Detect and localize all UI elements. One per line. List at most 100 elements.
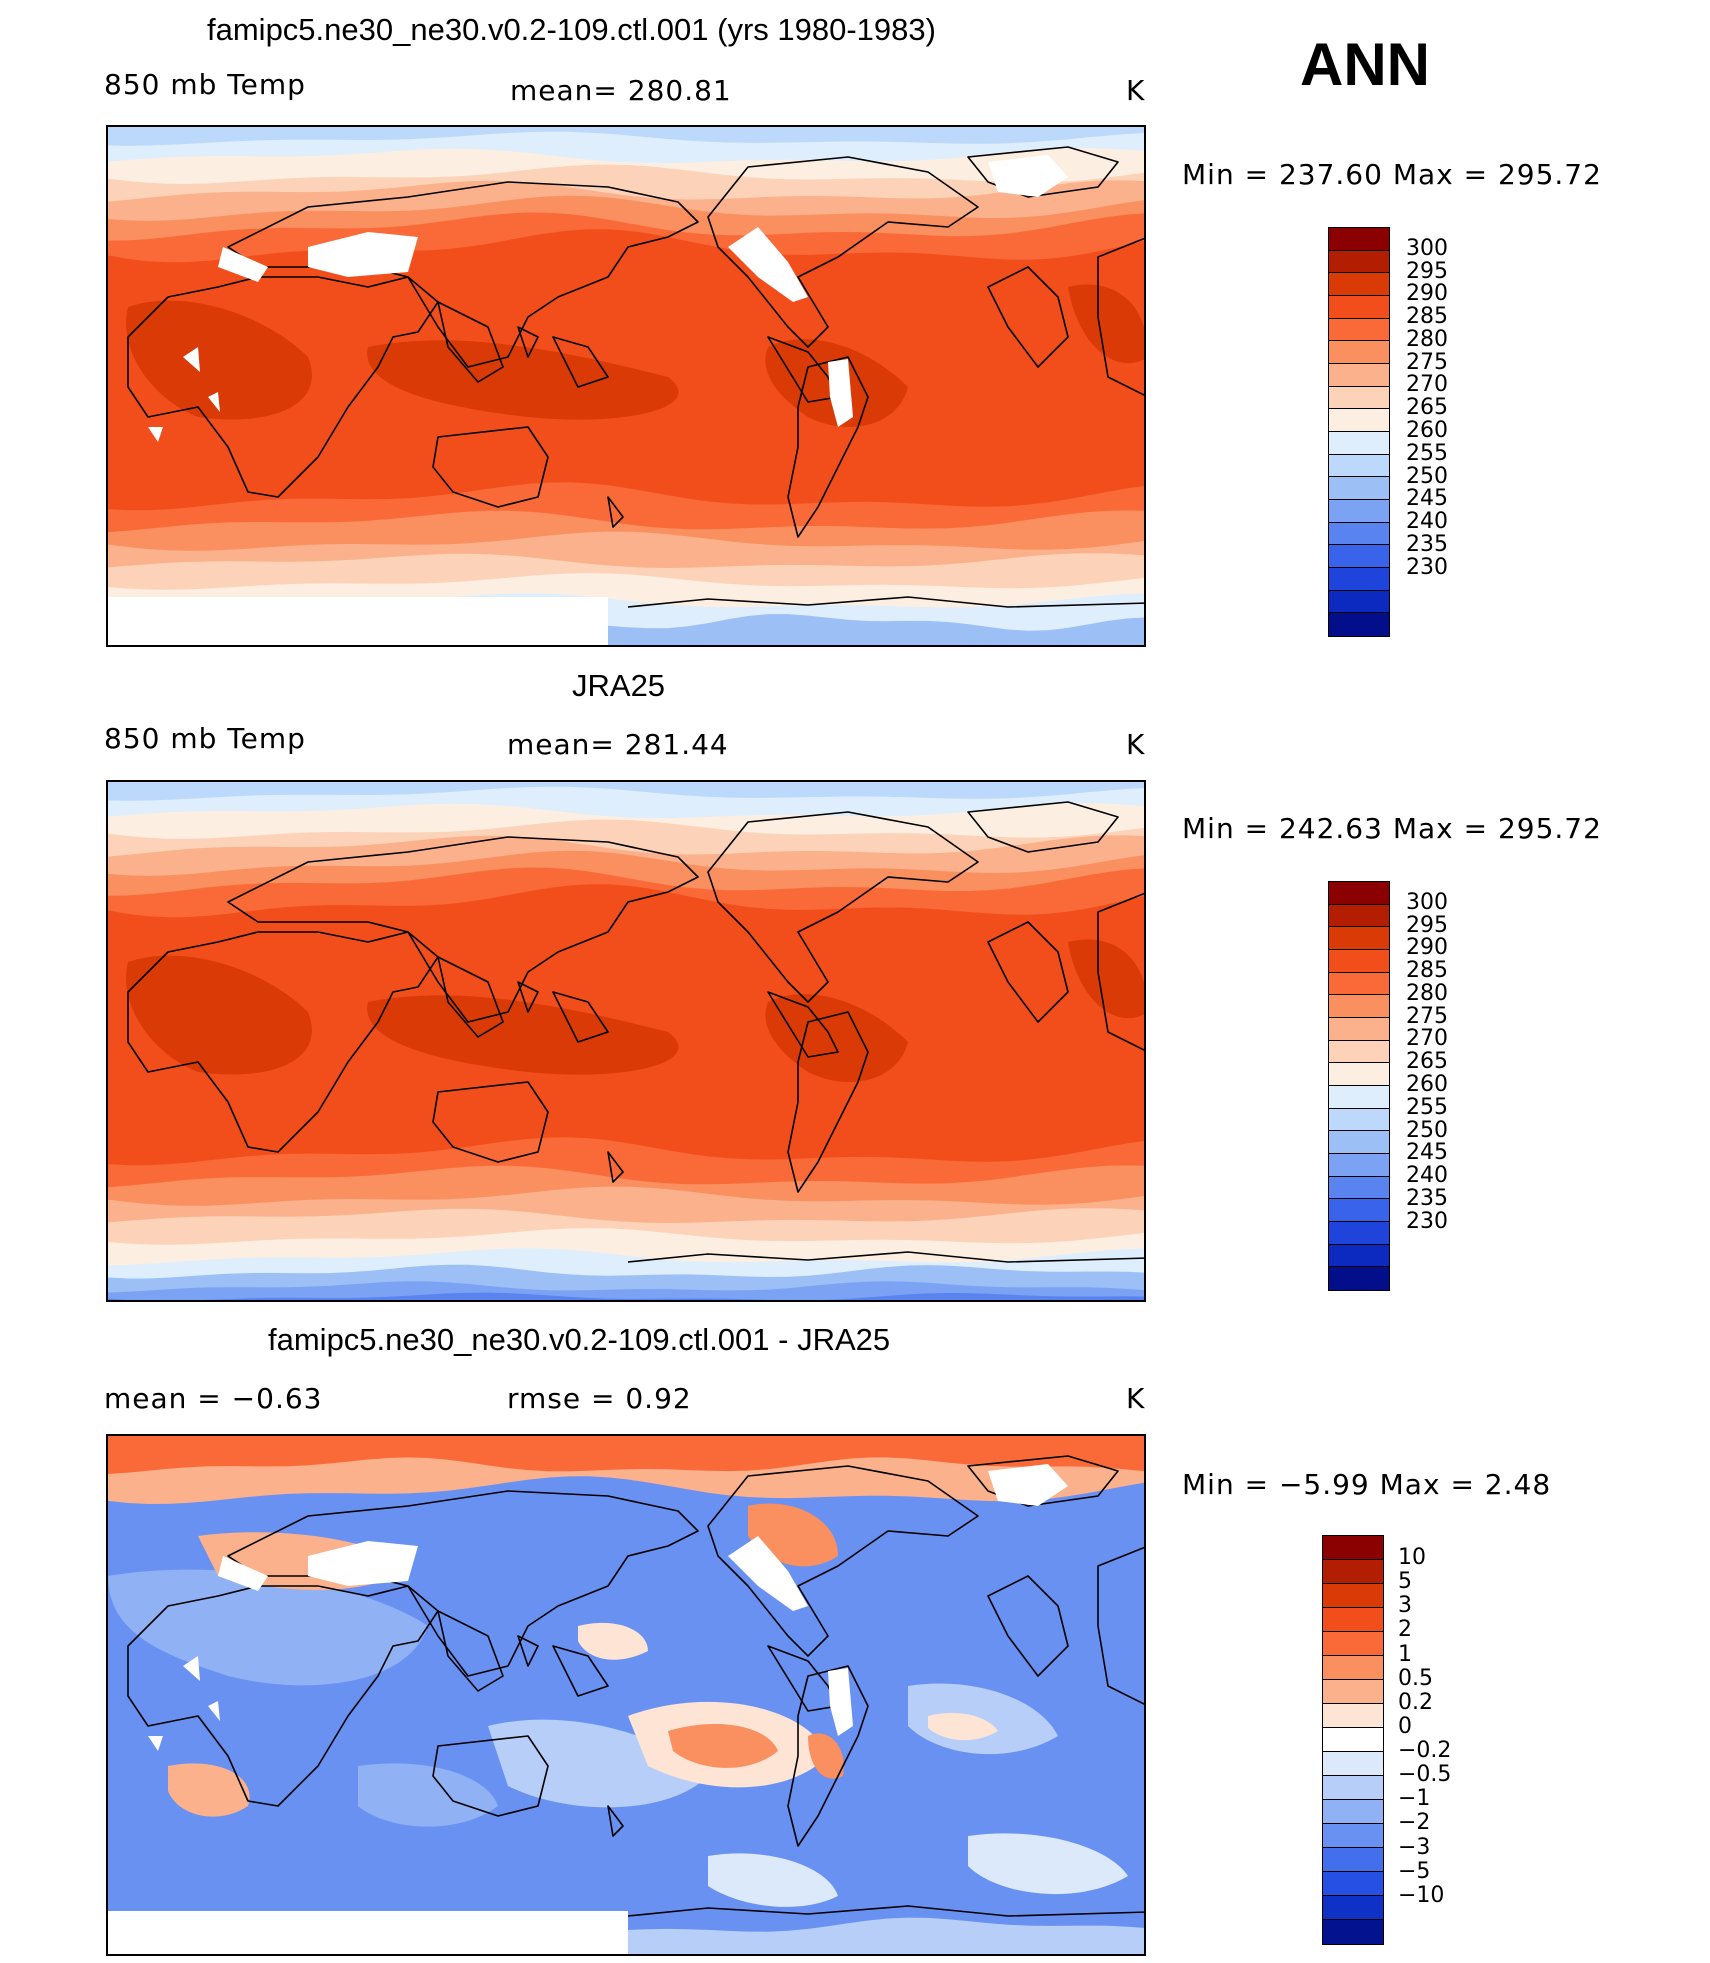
colorbar-tick-label: 290	[1406, 935, 1448, 961]
colorbar-segment	[1329, 1131, 1389, 1154]
missing-region	[208, 1701, 220, 1721]
coastline	[432, 426, 549, 508]
colorbar-segment	[1329, 904, 1389, 928]
missing-region	[828, 1668, 853, 1736]
contour-fill	[126, 300, 312, 420]
missing-region	[308, 1541, 418, 1586]
contour-fill	[108, 1292, 1144, 1300]
colorbar-segment	[1323, 1920, 1383, 1944]
colorbar-segment	[1329, 567, 1389, 591]
colorbar-tick-label: 285	[1406, 304, 1448, 330]
contour-fill	[168, 1763, 250, 1817]
colorbar-tick-label: 280	[1406, 326, 1448, 352]
missing-region	[988, 155, 1068, 197]
colorbar-segment	[1329, 1199, 1389, 1222]
contour-fill	[668, 1723, 778, 1768]
colorbar	[1322, 1535, 1384, 1945]
coastline	[127, 276, 439, 498]
contour-fill	[108, 782, 1144, 801]
missing-region	[728, 227, 808, 302]
colorbar-segment	[1329, 972, 1389, 996]
colorbar-segment	[1329, 431, 1389, 455]
coastline	[707, 156, 979, 348]
colorbar-segment	[1323, 1680, 1383, 1704]
contour-fill	[108, 127, 1144, 146]
units-label: K	[1126, 1382, 1146, 1415]
missing-region	[108, 1911, 628, 1954]
colorbar-segment	[1329, 273, 1389, 296]
coastline	[967, 801, 1119, 853]
mean-label: mean= 280.81	[510, 74, 732, 107]
colorbar-tick-label: 240	[1406, 1163, 1448, 1189]
colorbar-segment	[1323, 1872, 1383, 1896]
coastline	[707, 811, 979, 1003]
coastline	[1097, 892, 1144, 1051]
mean-label: mean= 281.44	[507, 728, 729, 761]
colorbar-segment	[1329, 1063, 1389, 1086]
colorbar-segment	[1329, 1153, 1389, 1177]
colorbar-segment	[1329, 613, 1389, 636]
colorbar-tick-label: 245	[1406, 1140, 1448, 1166]
colorbar-segment	[1329, 545, 1389, 568]
coastline	[787, 1011, 869, 1193]
coastline	[967, 1455, 1119, 1507]
colorbar-tick-label: 5	[1398, 1569, 1412, 1595]
coastline	[987, 921, 1069, 1023]
colorbar-tick-label: 285	[1406, 958, 1448, 984]
colorbar-tick-label: −5	[1398, 1858, 1431, 1884]
missing-region	[183, 1656, 200, 1681]
colorbar-segment	[1329, 1108, 1389, 1132]
coastline	[967, 146, 1119, 198]
map-plot	[106, 1434, 1146, 1956]
colorbar-segment	[1329, 949, 1389, 973]
coastline	[607, 496, 624, 528]
colorbar-segment	[1329, 477, 1389, 500]
contour-fill	[367, 995, 679, 1075]
missing-region	[828, 359, 853, 427]
contour-fill	[358, 1763, 498, 1827]
colorbar-tick-label: 290	[1406, 281, 1448, 307]
min-max-label: Min = 242.63 Max = 295.72	[1182, 812, 1602, 845]
colorbar-tick-label: 250	[1406, 463, 1448, 489]
missing-region	[148, 1736, 163, 1751]
coastline	[127, 1585, 439, 1807]
coastline	[607, 1151, 624, 1183]
colorbar-tick-label: 295	[1406, 912, 1448, 938]
units-label: K	[1126, 728, 1146, 761]
colorbar-segment	[1329, 1040, 1389, 1064]
coastline	[987, 1575, 1069, 1677]
colorbar-segment	[1323, 1656, 1383, 1680]
coastline	[552, 1645, 609, 1697]
colorbar-tick-label: −0.2	[1398, 1738, 1452, 1764]
coastline	[432, 1735, 549, 1817]
colorbar-segment	[1329, 522, 1389, 546]
coastline	[517, 981, 539, 1013]
panel-title: famipc5.ne30_ne30.v0.2-109.ctl.001 - JRA…	[268, 1322, 891, 1357]
map-plot	[106, 780, 1146, 1302]
colorbar-tick-label: 275	[1406, 1003, 1448, 1029]
map-svg	[108, 782, 1144, 1300]
colorbar-segment	[1323, 1848, 1383, 1872]
missing-region	[108, 597, 608, 645]
colorbar-segment	[1329, 927, 1389, 950]
colorbar-segment	[1323, 1704, 1383, 1728]
colorbar-segment	[1329, 1221, 1389, 1245]
min-max-label: Min = −5.99 Max = 2.48	[1182, 1468, 1552, 1501]
panel-title: famipc5.ne30_ne30.v0.2-109.ctl.001 (yrs …	[207, 12, 936, 47]
colorbar-tick-label: 235	[1406, 1185, 1448, 1211]
colorbar-tick-label: 2	[1398, 1617, 1412, 1643]
colorbar-segment	[1329, 295, 1389, 319]
colorbar-segment	[1329, 250, 1389, 274]
contour-fill	[808, 1733, 844, 1779]
colorbar-segment	[1329, 363, 1389, 387]
colorbar-segment	[1329, 454, 1389, 478]
colorbar-segment	[1329, 409, 1389, 432]
colorbar-segment	[1329, 499, 1389, 523]
colorbar-segment	[1329, 386, 1389, 410]
coastline	[627, 596, 1144, 608]
coastline	[1097, 237, 1144, 396]
coastline	[552, 991, 609, 1043]
missing-region	[208, 392, 220, 412]
colorbar-segment	[1329, 1176, 1389, 1200]
coastline	[987, 266, 1069, 368]
